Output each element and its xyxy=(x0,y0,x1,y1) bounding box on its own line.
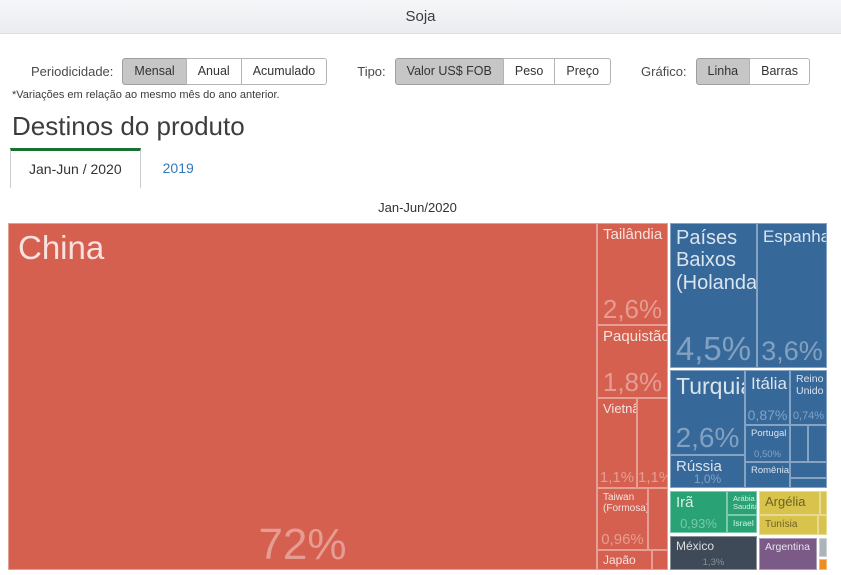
cell-country-label: Irã xyxy=(676,494,694,511)
cell-country-label: Paquistão xyxy=(603,328,668,345)
cell-country-label: Rússia xyxy=(676,458,722,475)
cell-country-label: México xyxy=(676,539,715,553)
cell-percentage-label: 0,87% xyxy=(747,407,788,423)
cell-percentage-label: 1,8% xyxy=(602,367,663,397)
cell-country-label: Taiwan (Formosa) xyxy=(603,492,648,515)
period-tabs: Jan-Jun / 2020 2019 xyxy=(10,148,216,188)
cell-country-label: Tailândia xyxy=(603,226,663,243)
treemap-cell-cell-small-10[interactable] xyxy=(819,538,827,557)
cell-country-label: Turquia xyxy=(676,373,744,399)
treemap-cell-taiwan-formosa[interactable]: Taiwan (Formosa) 0,96% xyxy=(597,488,648,550)
treemap-cell-cell-small-11[interactable] xyxy=(819,559,827,570)
treemap-cell-cell-small-2[interactable] xyxy=(648,488,668,550)
cell-country-label: Argélia xyxy=(765,494,806,509)
treemap-cell-mexico[interactable]: México 1,3% xyxy=(670,536,757,570)
cell-percentage-label: 2,6% xyxy=(675,422,740,453)
grafico-label: Gráfico: xyxy=(641,63,687,79)
cell-percentage-label: 1,1% xyxy=(638,469,667,486)
cell-country-label: Tunísia xyxy=(765,519,798,530)
treemap-cell-argentina[interactable]: Argentina xyxy=(759,538,817,570)
chart-title: Jan-Jun/2020 xyxy=(378,200,457,215)
treemap-cell-reino-unido[interactable]: Reino Unido 0,74% xyxy=(790,370,827,425)
linha-button[interactable]: Linha xyxy=(695,58,751,85)
cell-percentage-label: 0,93% xyxy=(680,516,717,531)
treemap-cell-vietna[interactable]: Vietnã 1,1% xyxy=(597,398,637,488)
treemap-cell-japao[interactable]: Japão xyxy=(597,550,652,570)
cell-percentage-label: 4,5% xyxy=(675,330,752,367)
treemap-cell-ira[interactable]: Irã 0,93% xyxy=(670,491,727,533)
acumulado-button[interactable]: Acumulado xyxy=(240,58,328,85)
treemap-cell-turquia[interactable]: Turquia 2,6% xyxy=(670,370,745,455)
peso-button[interactable]: Peso xyxy=(502,58,556,85)
cell-country-label: China xyxy=(18,229,105,266)
treemap-cell-argelia[interactable]: Argélia xyxy=(759,491,820,515)
cell-percentage-label: 72% xyxy=(258,520,347,569)
treemap-cell-cell-small-8[interactable] xyxy=(820,491,827,515)
barras-button[interactable]: Barras xyxy=(749,58,810,85)
app-header: Soja xyxy=(0,0,841,34)
cell-country-label: Argentina xyxy=(765,541,810,553)
grafico-button-group: Linha Barras xyxy=(695,58,810,85)
tab-2019[interactable]: 2019 xyxy=(162,160,194,176)
cell-percentage-label: 1,3% xyxy=(702,556,725,568)
treemap-cell-espanha[interactable]: Espanha 3,6% xyxy=(757,223,827,368)
cell-country-label: Portugal xyxy=(751,428,787,439)
treemap-cell-italia[interactable]: Itália 0,87% xyxy=(745,370,790,425)
treemap-cell-tunisia[interactable]: Tunísia xyxy=(759,515,818,535)
cell-country-label: Japão xyxy=(603,553,636,567)
cell-country-label: Israel xyxy=(733,518,754,528)
treemap: China 72% Tailândia 2,6% Paquistão 1,8% Vietnã… xyxy=(8,223,827,570)
treemap-cell-cell-small-5[interactable] xyxy=(808,425,827,462)
treemap-cell-cell-small-9[interactable] xyxy=(818,515,827,535)
treemap-cell-china[interactable]: China 72% xyxy=(8,223,597,570)
treemap-cell-paises-baixos[interactable]: Países Baixos (Holanda) 4,5% xyxy=(670,223,757,368)
treemap-cell-tailandia[interactable]: Tailândia 2,6% xyxy=(597,223,668,325)
periodicidade-label: Periodicidade: xyxy=(31,63,114,79)
anual-button[interactable]: Anual xyxy=(185,58,242,85)
treemap-cell-russia[interactable]: Rússia 1,0% xyxy=(670,455,745,488)
treemap-cell-arabia-saudita[interactable]: Arábia Saudita xyxy=(727,491,757,515)
treemap-cell-cell-small-1[interactable]: 1,1% xyxy=(637,398,668,488)
cell-percentage-label: 3,6% xyxy=(761,336,823,366)
cell-percentage-label: 1,0% xyxy=(693,472,722,486)
cell-country-label: Reino Unido xyxy=(796,373,824,397)
footnote: *Variações em relação ao mesmo mês do an… xyxy=(12,89,280,101)
chart-controls: Periodicidade: Mensal Anual Acumulado Ti… xyxy=(0,58,841,85)
treemap-cell-cell-small-4[interactable] xyxy=(790,425,808,462)
cell-percentage-label: 0,96% xyxy=(601,531,644,548)
tipo-button-group: Valor US$ FOB Peso Preço xyxy=(394,58,612,85)
tipo-label: Tipo: xyxy=(357,63,386,79)
cell-percentage-label: 2,6% xyxy=(602,294,663,324)
section-title: Destinos do produto xyxy=(12,111,245,141)
mensal-button[interactable]: Mensal xyxy=(122,58,187,85)
tab-jan-jun-2020[interactable]: Jan-Jun / 2020 xyxy=(10,148,141,188)
treemap-cell-portugal[interactable]: Portugal 0,50% xyxy=(745,425,790,462)
treemap-cell-israel[interactable]: Israel xyxy=(727,515,757,533)
periodicidade-button-group: Mensal Anual Acumulado xyxy=(122,58,328,85)
page-header-title: Soja xyxy=(405,8,436,25)
treemap-cell-cell-small-3[interactable] xyxy=(652,550,668,570)
control-tipo: Tipo: Valor US$ FOB Peso Preço xyxy=(357,58,612,85)
treemap-cell-cell-small-6[interactable] xyxy=(790,462,827,478)
treemap-cell-romenia[interactable]: Romênia xyxy=(745,462,790,488)
control-periodicidade: Periodicidade: Mensal Anual Acumulado xyxy=(31,58,328,85)
cell-percentage-label: 0,50% xyxy=(754,448,781,460)
cell-country-label: Romênia xyxy=(751,465,790,476)
control-grafico: Gráfico: Linha Barras xyxy=(641,58,810,85)
cell-country-label: Itália xyxy=(751,374,787,393)
treemap-cell-paquistao[interactable]: Paquistão 1,8% xyxy=(597,325,668,398)
treemap-cell-cell-small-7[interactable] xyxy=(790,478,827,488)
cell-percentage-label: 1,1% xyxy=(599,469,635,486)
preco-button[interactable]: Preço xyxy=(554,58,612,85)
cell-country-label: Arábia Saudita xyxy=(733,494,757,512)
valor-usd-fob-button[interactable]: Valor US$ FOB xyxy=(394,58,504,85)
cell-country-label: Espanha xyxy=(763,227,827,246)
cell-country-label: Vietnã xyxy=(603,401,637,416)
cell-country-label: Países Baixos (Holanda) xyxy=(676,227,757,294)
cell-percentage-label: 0,74% xyxy=(792,410,825,422)
